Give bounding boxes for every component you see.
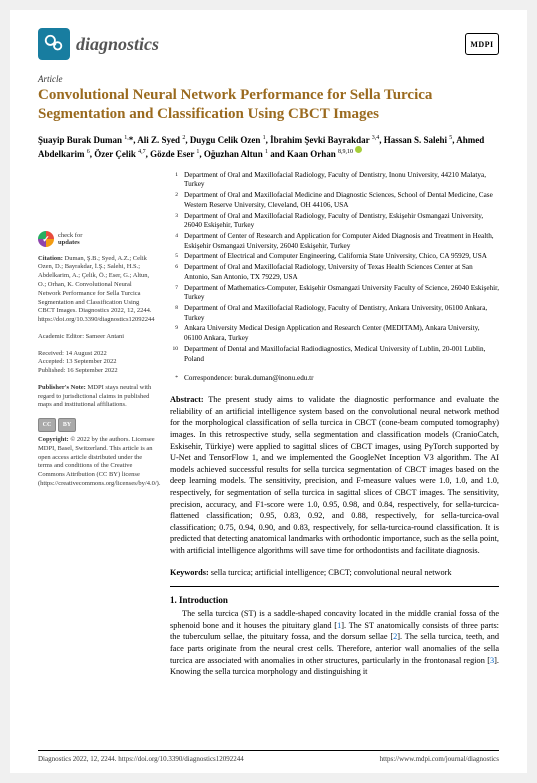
- paper-title: Convolutional Neural Network Performance…: [38, 86, 499, 124]
- orcid-icon: [355, 146, 362, 153]
- article-type: Article: [38, 74, 499, 84]
- author-list: Şuayip Burak Duman 1,*, Ali Z. Syed 2, D…: [38, 134, 499, 161]
- keywords-text: sella turcica; artificial intelligence; …: [211, 568, 452, 577]
- journal-logo: diagnostics: [38, 28, 159, 60]
- affiliation-item: 1Department of Oral and Maxillofacial Ra…: [170, 171, 499, 190]
- two-column-body: check for updates Citation: Duman, Ş.B.;…: [38, 171, 499, 678]
- citation-block: Citation: Duman, Ş.B.; Syed, A.Z.; Celik…: [38, 255, 156, 325]
- affiliation-item: 6Department of Oral and Maxillofacial Ra…: [170, 263, 499, 282]
- affiliation-list: 1Department of Oral and Maxillofacial Ra…: [170, 171, 499, 365]
- cc-license-badge: CC BY: [38, 418, 156, 432]
- affiliation-item: 10Department of Dental and Maxillofacial…: [170, 345, 499, 364]
- citation-label: Citation:: [38, 255, 63, 262]
- cc-icon: CC: [38, 418, 56, 432]
- paper-page: diagnostics MDPI Article Convolutional N…: [10, 10, 527, 773]
- abstract: Abstract: The present study aims to vali…: [170, 394, 499, 557]
- editor-name: Sameer Antani: [86, 333, 124, 340]
- correspondence: *Correspondence: burak.duman@inonu.edu.t…: [170, 374, 499, 384]
- page-footer: Diagnostics 2022, 12, 2244. https://doi.…: [38, 750, 499, 763]
- journal-name: diagnostics: [76, 34, 159, 55]
- check-for-updates[interactable]: check for updates: [38, 231, 156, 247]
- by-icon: BY: [58, 418, 76, 432]
- keywords-label: Keywords:: [170, 568, 209, 577]
- publishers-note: Publisher's Note: MDPI stays neutral wit…: [38, 384, 156, 410]
- publisher-logo: MDPI: [465, 33, 499, 55]
- check-updates-label: check for updates: [58, 232, 82, 246]
- intro-paragraph: The sella turcica (ST) is a saddle-shape…: [170, 608, 499, 678]
- affiliation-item: 2Department of Oral and Maxillofacial Me…: [170, 191, 499, 210]
- section-divider: [170, 586, 499, 587]
- check-updates-icon: [38, 231, 54, 247]
- affiliation-item: 5Department of Electrical and Computer E…: [170, 252, 499, 262]
- footer-left: Diagnostics 2022, 12, 2244. https://doi.…: [38, 755, 244, 763]
- keywords: Keywords: sella turcica; artificial inte…: [170, 567, 499, 579]
- section-heading-intro: 1. Introduction: [170, 595, 499, 605]
- abstract-label: Abstract:: [170, 395, 204, 404]
- journal-icon: [38, 28, 70, 60]
- affiliation-item: 4Department of Center of Research and Ap…: [170, 232, 499, 251]
- dates-block: Received: 14 August 2022 Accepted: 13 Se…: [38, 350, 156, 376]
- editor-block: Academic Editor: Sameer Antani: [38, 333, 156, 342]
- sidebar: check for updates Citation: Duman, Ş.B.;…: [38, 171, 156, 678]
- affiliation-item: 8Department of Oral and Maxillofacial Ra…: [170, 304, 499, 323]
- affiliation-item: 3Department of Oral and Maxillofacial Ra…: [170, 212, 499, 231]
- affiliation-item: 7Department of Mathematics-Computer, Esk…: [170, 284, 499, 303]
- editor-label: Academic Editor:: [38, 333, 84, 340]
- citation-text: Duman, Ş.B.; Syed, A.Z.; Celik Ozen, D.;…: [38, 255, 155, 323]
- affiliation-item: 9Ankara University Medical Design Applic…: [170, 324, 499, 343]
- main-column: 1Department of Oral and Maxillofacial Ra…: [170, 171, 499, 678]
- abstract-text: The present study aims to validate the d…: [170, 395, 499, 555]
- header-row: diagnostics MDPI: [38, 28, 499, 60]
- footer-right: https://www.mdpi.com/journal/diagnostics: [380, 755, 499, 763]
- copyright-block: Copyright: © 2022 by the authors. Licens…: [38, 436, 156, 489]
